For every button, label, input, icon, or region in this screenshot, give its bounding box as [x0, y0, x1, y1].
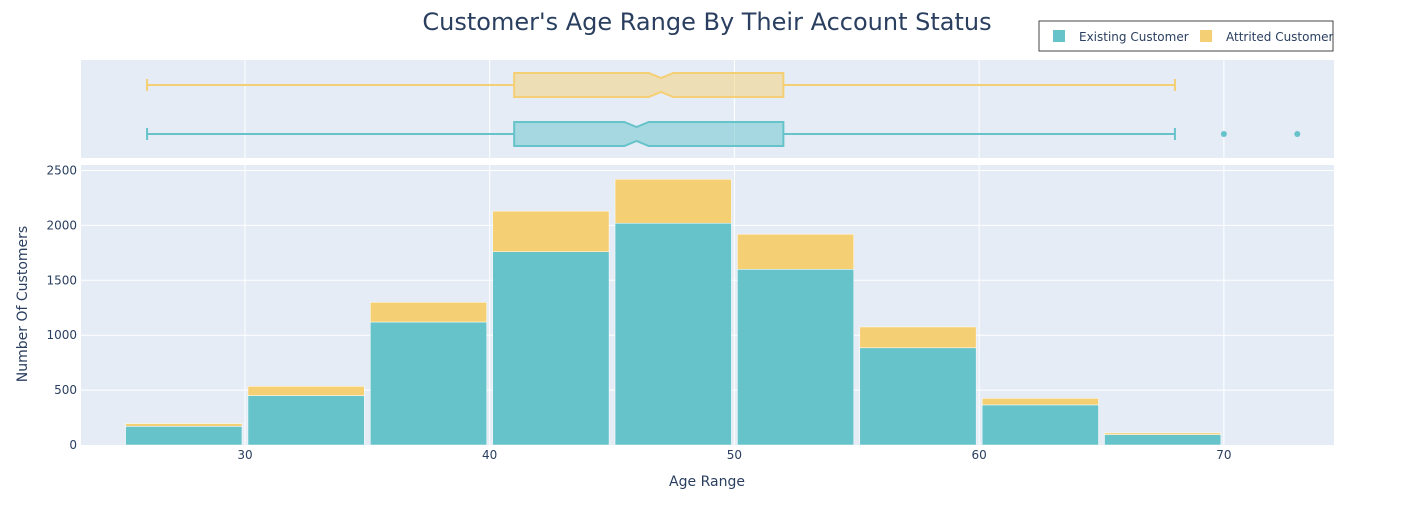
bar-attrited [247, 386, 365, 396]
y-tick-label: 1500 [46, 273, 77, 287]
bar-attrited [859, 326, 977, 349]
chart-title: Customer's Age Range By Their Account St… [422, 8, 991, 36]
legend-swatch-existing[interactable] [1053, 30, 1065, 42]
legend-swatch-attrited[interactable] [1200, 30, 1212, 42]
legend: Existing Customer Attrited Customer [1038, 20, 1334, 52]
legend-label-attrited[interactable]: Attrited Customer [1226, 30, 1334, 44]
box-attrited [513, 72, 785, 98]
bar-existing [125, 426, 243, 446]
x-tick-label: 30 [237, 448, 252, 462]
x-tick-label: 60 [972, 448, 987, 462]
legend-box [1038, 20, 1334, 52]
bar-attrited [981, 398, 1099, 406]
histogram-panel: 0 500 1000 1500 2000 2500 30 40 50 60 70 [46, 163, 1334, 462]
x-tick-label: 50 [727, 448, 742, 462]
bar-attrited [1104, 432, 1222, 435]
x-tick-label: 70 [1216, 448, 1231, 462]
legend-label-existing[interactable]: Existing Customer [1079, 30, 1189, 44]
bar-existing [247, 395, 365, 446]
bar-attrited [614, 179, 732, 224]
box-existing [513, 121, 785, 147]
y-axis-ticks: 0 500 1000 1500 2000 2500 [46, 163, 77, 452]
x-axis-title: Age Range [669, 474, 745, 490]
bar-existing [1104, 434, 1222, 446]
y-tick-label: 2000 [46, 218, 77, 232]
bar-existing [492, 251, 610, 446]
bar-attrited [737, 233, 855, 270]
box-plot-panel [81, 60, 1334, 158]
y-axis-title: Number Of Customers [15, 226, 31, 382]
bar-existing [859, 347, 977, 446]
bar-existing [614, 222, 732, 446]
bar-existing [737, 269, 855, 446]
bar-attrited [492, 210, 610, 252]
bar-existing [981, 404, 1099, 446]
x-tick-label: 40 [482, 448, 497, 462]
histogram-bars [125, 179, 1222, 446]
box-plots [146, 72, 1301, 147]
bar-existing [370, 321, 487, 446]
y-tick-label: 2500 [46, 163, 77, 177]
bar-attrited [125, 423, 243, 427]
x-axis-ticks: 30 40 50 60 70 [237, 448, 1231, 462]
y-tick-label: 500 [54, 383, 77, 397]
y-tick-label: 0 [69, 438, 77, 452]
outlier-existing [1294, 131, 1301, 137]
bar-attrited [370, 302, 487, 323]
outlier-existing [1220, 131, 1227, 137]
y-tick-label: 1000 [46, 328, 77, 342]
